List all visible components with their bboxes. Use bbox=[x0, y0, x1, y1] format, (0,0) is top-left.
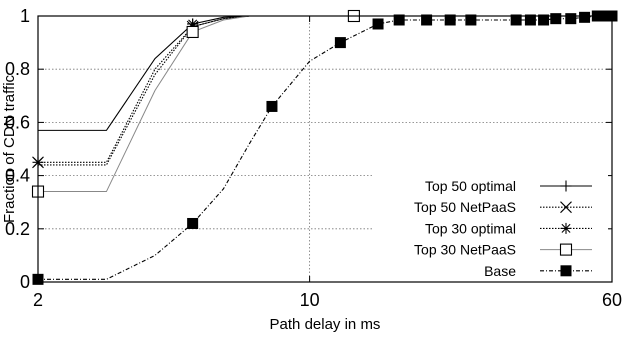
legend-marker bbox=[560, 180, 572, 192]
x-tick-label: 2 bbox=[33, 290, 43, 310]
series-line-0 bbox=[38, 15, 612, 131]
x-tick-label: 10 bbox=[300, 290, 320, 310]
legend-label: Top 50 NetPaaS bbox=[414, 199, 516, 215]
x-axis-title: Path delay in ms bbox=[270, 316, 381, 333]
legend-marker bbox=[560, 265, 572, 277]
data-point-marker bbox=[421, 14, 433, 26]
legend-marker bbox=[560, 201, 572, 214]
axis-ticks: 0 0.2 0.4 0.6 0.8 1 2 10 60 bbox=[5, 6, 622, 310]
series-line-1 bbox=[38, 15, 612, 163]
data-point-marker bbox=[550, 13, 562, 25]
legend-label: Base bbox=[484, 263, 516, 279]
data-point-marker bbox=[538, 14, 550, 26]
y-tick-label: 0.2 bbox=[5, 219, 30, 239]
data-point-marker bbox=[266, 100, 278, 112]
grid-lines bbox=[38, 16, 612, 282]
data-point-marker bbox=[565, 13, 577, 25]
legend: Top 50 optimal Top 50 NetPaaS Top 30 optim… bbox=[372, 172, 608, 279]
legend-background bbox=[372, 172, 608, 276]
data-point-marker bbox=[465, 14, 477, 26]
legend-marker bbox=[560, 222, 572, 234]
x-tick-label: 60 bbox=[602, 290, 622, 310]
data-point-marker bbox=[186, 25, 199, 39]
y-tick-label: 0.6 bbox=[5, 112, 30, 132]
legend-label: Top 30 optimal bbox=[425, 220, 516, 236]
y-tick-label: 0.4 bbox=[5, 166, 30, 186]
legend-label: Top 50 optimal bbox=[425, 178, 516, 194]
series-line-2 bbox=[38, 15, 612, 166]
data-point-marker bbox=[444, 14, 456, 26]
data-point-marker bbox=[524, 14, 536, 26]
y-tick-label: 0 bbox=[20, 272, 30, 292]
plot-area-frame bbox=[37, 15, 613, 283]
data-point-marker bbox=[510, 14, 522, 26]
data-point-marker bbox=[372, 18, 384, 30]
y-axis-title: Fraction of CDN traffic bbox=[1, 74, 18, 223]
data-point-marker bbox=[579, 11, 591, 23]
y-tick-label: 0.8 bbox=[5, 59, 30, 79]
data-point-marker bbox=[393, 14, 405, 26]
legend-marker bbox=[559, 243, 573, 256]
data-point-marker bbox=[187, 217, 199, 229]
legend-label: Top 30 NetPaaS bbox=[414, 242, 516, 258]
data-point-marker bbox=[334, 37, 346, 49]
y-tick-label: 1 bbox=[20, 6, 30, 26]
